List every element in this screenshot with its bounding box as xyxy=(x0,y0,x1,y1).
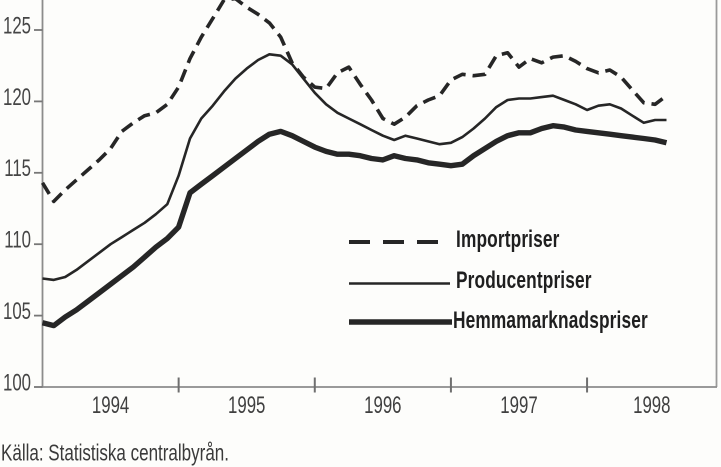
series-line-hemmamarknadspriser xyxy=(41,122,668,329)
legend-samples xyxy=(349,240,452,325)
source-note: Källa: Statistiska centralbyrån. xyxy=(1,439,229,466)
x-tick-label: 1995 xyxy=(228,392,265,419)
x-tick-label: 1994 xyxy=(92,392,129,419)
series-line-importpriser xyxy=(40,0,668,204)
legend-label-importpriser: Importpriser xyxy=(456,226,560,253)
series-line-producentpriser xyxy=(42,52,667,282)
y-tick-label: 100 xyxy=(3,370,31,397)
axes xyxy=(41,0,718,388)
y-tick-label: 110 xyxy=(4,227,31,254)
x-tick-label: 1997 xyxy=(500,392,537,419)
y-tick-label: 120 xyxy=(3,84,31,111)
y-axis-ticks: 100 105 110 115 120 125 xyxy=(3,13,43,397)
x-axis-ticks: 1994 1995 1996 1997 1998 xyxy=(92,377,670,419)
y-tick-label: 115 xyxy=(4,155,31,182)
legend-label-hemmamarknadspriser: Hemmamarknadspriser xyxy=(453,307,648,334)
y-tick-label: 125 xyxy=(3,13,31,40)
x-tick-label: 1998 xyxy=(633,392,670,419)
legend-label-producentpriser: Producentpriser xyxy=(456,267,592,294)
x-tick-label: 1996 xyxy=(364,392,401,419)
y-tick-label: 105 xyxy=(3,298,31,325)
